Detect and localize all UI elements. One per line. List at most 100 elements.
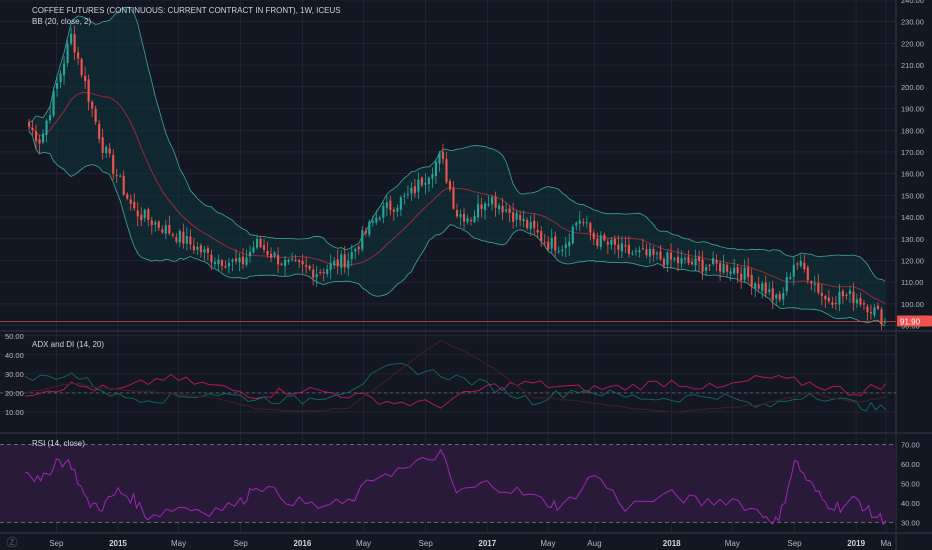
candle — [701, 250, 704, 280]
candle-body — [252, 247, 255, 253]
candle — [648, 243, 652, 264]
candle-body — [578, 220, 581, 224]
candle — [533, 213, 536, 236]
candle-body — [596, 238, 599, 246]
candle — [27, 118, 31, 131]
candle — [220, 258, 224, 272]
candle — [571, 224, 574, 245]
candle — [498, 202, 501, 215]
candle — [424, 173, 427, 195]
price-axis-tick: 180.00 — [901, 126, 924, 135]
candle — [631, 250, 634, 256]
candle-body — [210, 254, 213, 263]
candle — [91, 100, 94, 117]
candle — [550, 228, 553, 254]
price-axis-tick: 210.00 — [901, 61, 924, 70]
candle — [480, 197, 483, 218]
candle-body — [883, 321, 887, 323]
candle — [231, 258, 234, 272]
candle — [361, 225, 364, 252]
candle-body — [540, 231, 543, 241]
candle-body — [266, 250, 269, 255]
rsi-pane — [0, 444, 896, 526]
candle-body — [571, 226, 574, 244]
candle — [115, 168, 118, 184]
candle — [417, 172, 420, 199]
candle — [119, 173, 122, 178]
time-axis-tick: Sep — [787, 539, 802, 548]
candle-body — [803, 262, 806, 270]
candle — [641, 238, 644, 251]
bb-indicator-label[interactable]: BB (20, close, 2) — [32, 17, 92, 26]
candle — [224, 260, 227, 269]
candle — [845, 292, 848, 300]
candle-body — [613, 238, 616, 245]
corner-button-label[interactable]: Z — [10, 540, 15, 547]
candle-body — [385, 202, 388, 208]
candle-body — [56, 82, 59, 89]
candle-body — [308, 265, 311, 269]
candle-body — [396, 207, 399, 212]
candle-body — [333, 260, 336, 266]
rsi-indicator-label[interactable]: RSI (14, close) — [32, 439, 85, 448]
candle-body — [491, 196, 494, 205]
candle — [255, 234, 259, 250]
candle — [389, 195, 392, 216]
candle-body — [241, 256, 245, 265]
candles[interactable] — [27, 25, 887, 331]
time-axis-tick: 2018 — [663, 539, 681, 548]
candle — [778, 290, 781, 303]
candle — [747, 257, 750, 282]
candle-body — [757, 284, 760, 289]
candle-body — [669, 252, 673, 260]
candle-body — [782, 293, 785, 300]
candle — [775, 293, 778, 306]
candle-body — [101, 137, 104, 154]
candle — [575, 221, 578, 231]
candle — [687, 250, 690, 266]
candle-body — [547, 241, 550, 250]
candle-body — [196, 246, 199, 250]
time-axis-tick: 2015 — [109, 539, 127, 548]
candle-body — [726, 264, 729, 272]
time-axis-tick: Ma — [880, 539, 892, 548]
candle-body — [115, 175, 118, 177]
bb-lower — [28, 130, 886, 327]
candle-body — [852, 291, 855, 304]
candle-body — [41, 133, 45, 143]
adx-pane — [0, 339, 896, 413]
candle — [196, 242, 199, 255]
candle-body — [810, 281, 813, 284]
candle-body — [880, 309, 883, 325]
candle — [73, 25, 76, 60]
candle — [690, 257, 694, 266]
candle-body — [66, 43, 69, 63]
candle-body — [455, 210, 459, 217]
candle — [638, 246, 641, 258]
candle-body — [403, 195, 406, 197]
candle — [431, 167, 434, 188]
price-axis-tick: 160.00 — [901, 170, 924, 179]
candle-body — [182, 231, 185, 244]
candle-body — [775, 294, 778, 299]
candle-body — [529, 222, 532, 229]
candle — [529, 215, 532, 237]
candle-body — [287, 259, 290, 262]
candle-body — [487, 203, 490, 206]
corner-button[interactable]: Z — [6, 536, 18, 548]
candle-body — [589, 223, 592, 233]
candle — [280, 262, 283, 266]
adx-indicator-label[interactable]: ADX and DI (14, 20) — [32, 340, 105, 349]
candle-body — [227, 262, 231, 267]
candle — [484, 201, 487, 220]
candle-body — [427, 177, 430, 184]
corner-button-circle[interactable] — [6, 536, 18, 548]
candle-body — [424, 182, 427, 185]
last-price-tag — [897, 315, 932, 327]
candle — [806, 265, 809, 284]
candle-body — [733, 267, 736, 274]
candle — [185, 227, 188, 251]
candle — [582, 218, 585, 227]
candle-body — [220, 260, 224, 266]
